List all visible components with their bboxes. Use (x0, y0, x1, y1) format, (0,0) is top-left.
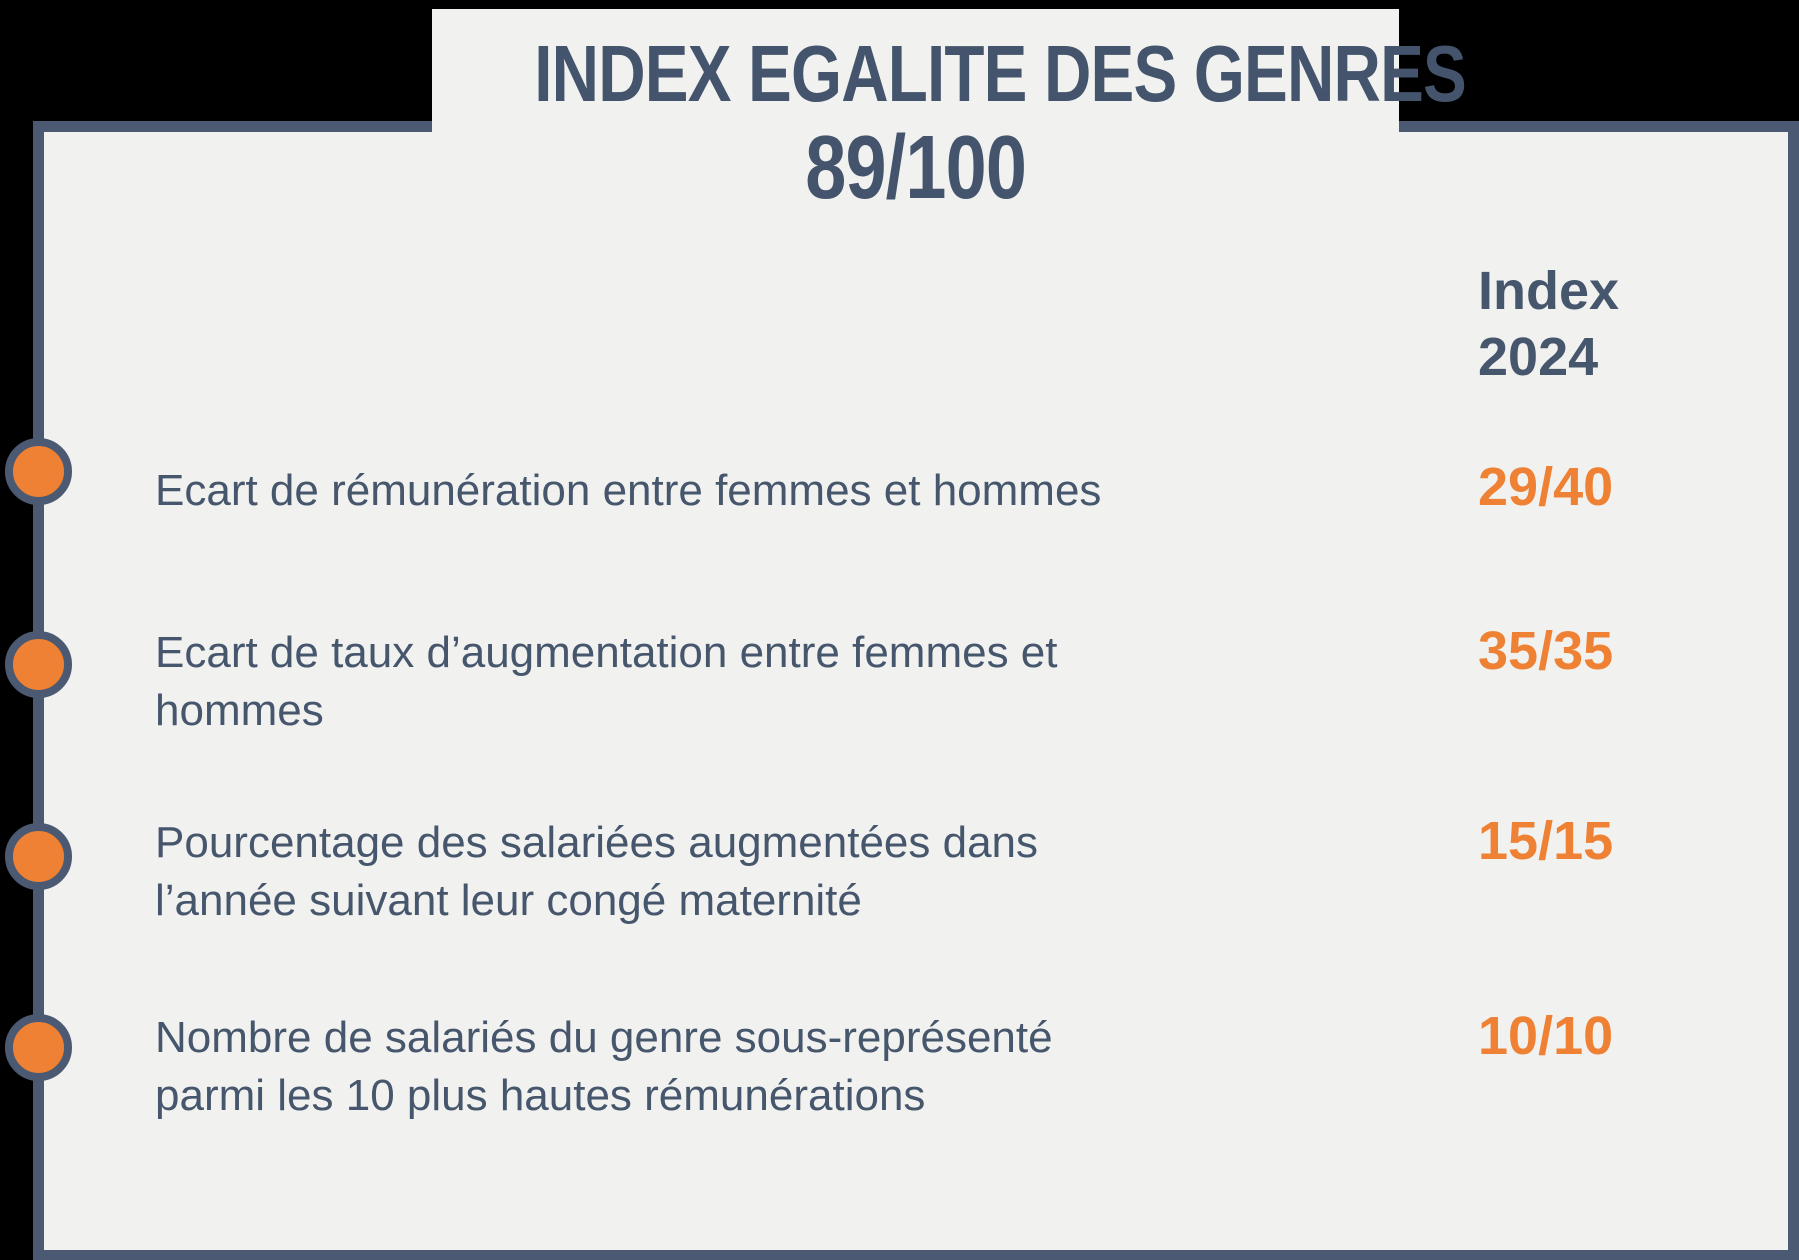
row-score-hautes-remunerations: 10/10 (1478, 1006, 1614, 1066)
bullet-circle-icon (5, 631, 72, 698)
bullet-circle-icon (5, 438, 72, 505)
bullet-circle-icon (5, 1014, 72, 1081)
row-label-augmentation: Ecart de taux d’augmentation entre femme… (155, 628, 1058, 735)
row-label-hautes-remunerations: Nombre de salariés du genre sous-représe… (155, 1013, 1053, 1120)
main-panel (33, 121, 1799, 1260)
row-score-augmentation: 35/35 (1478, 621, 1614, 681)
bullet-circle-icon (5, 823, 72, 890)
overall-score: 89/100 (805, 118, 1027, 218)
row-label-conge-maternite: Pourcentage des salariées augmentées dan… (155, 818, 1039, 925)
page-title: INDEX EGALITE DES GENRES (534, 29, 1467, 118)
row-label-remuneration: Ecart de rémunération entre femmes et ho… (155, 466, 1102, 515)
row-score-remuneration: 29/40 (1478, 457, 1614, 517)
column-header-index-2024: Index 2024 (1478, 261, 1620, 387)
title-box: INDEX EGALITE DES GENRES 89/100 (432, 9, 1467, 267)
row-score-conge-maternite: 15/15 (1478, 811, 1614, 871)
